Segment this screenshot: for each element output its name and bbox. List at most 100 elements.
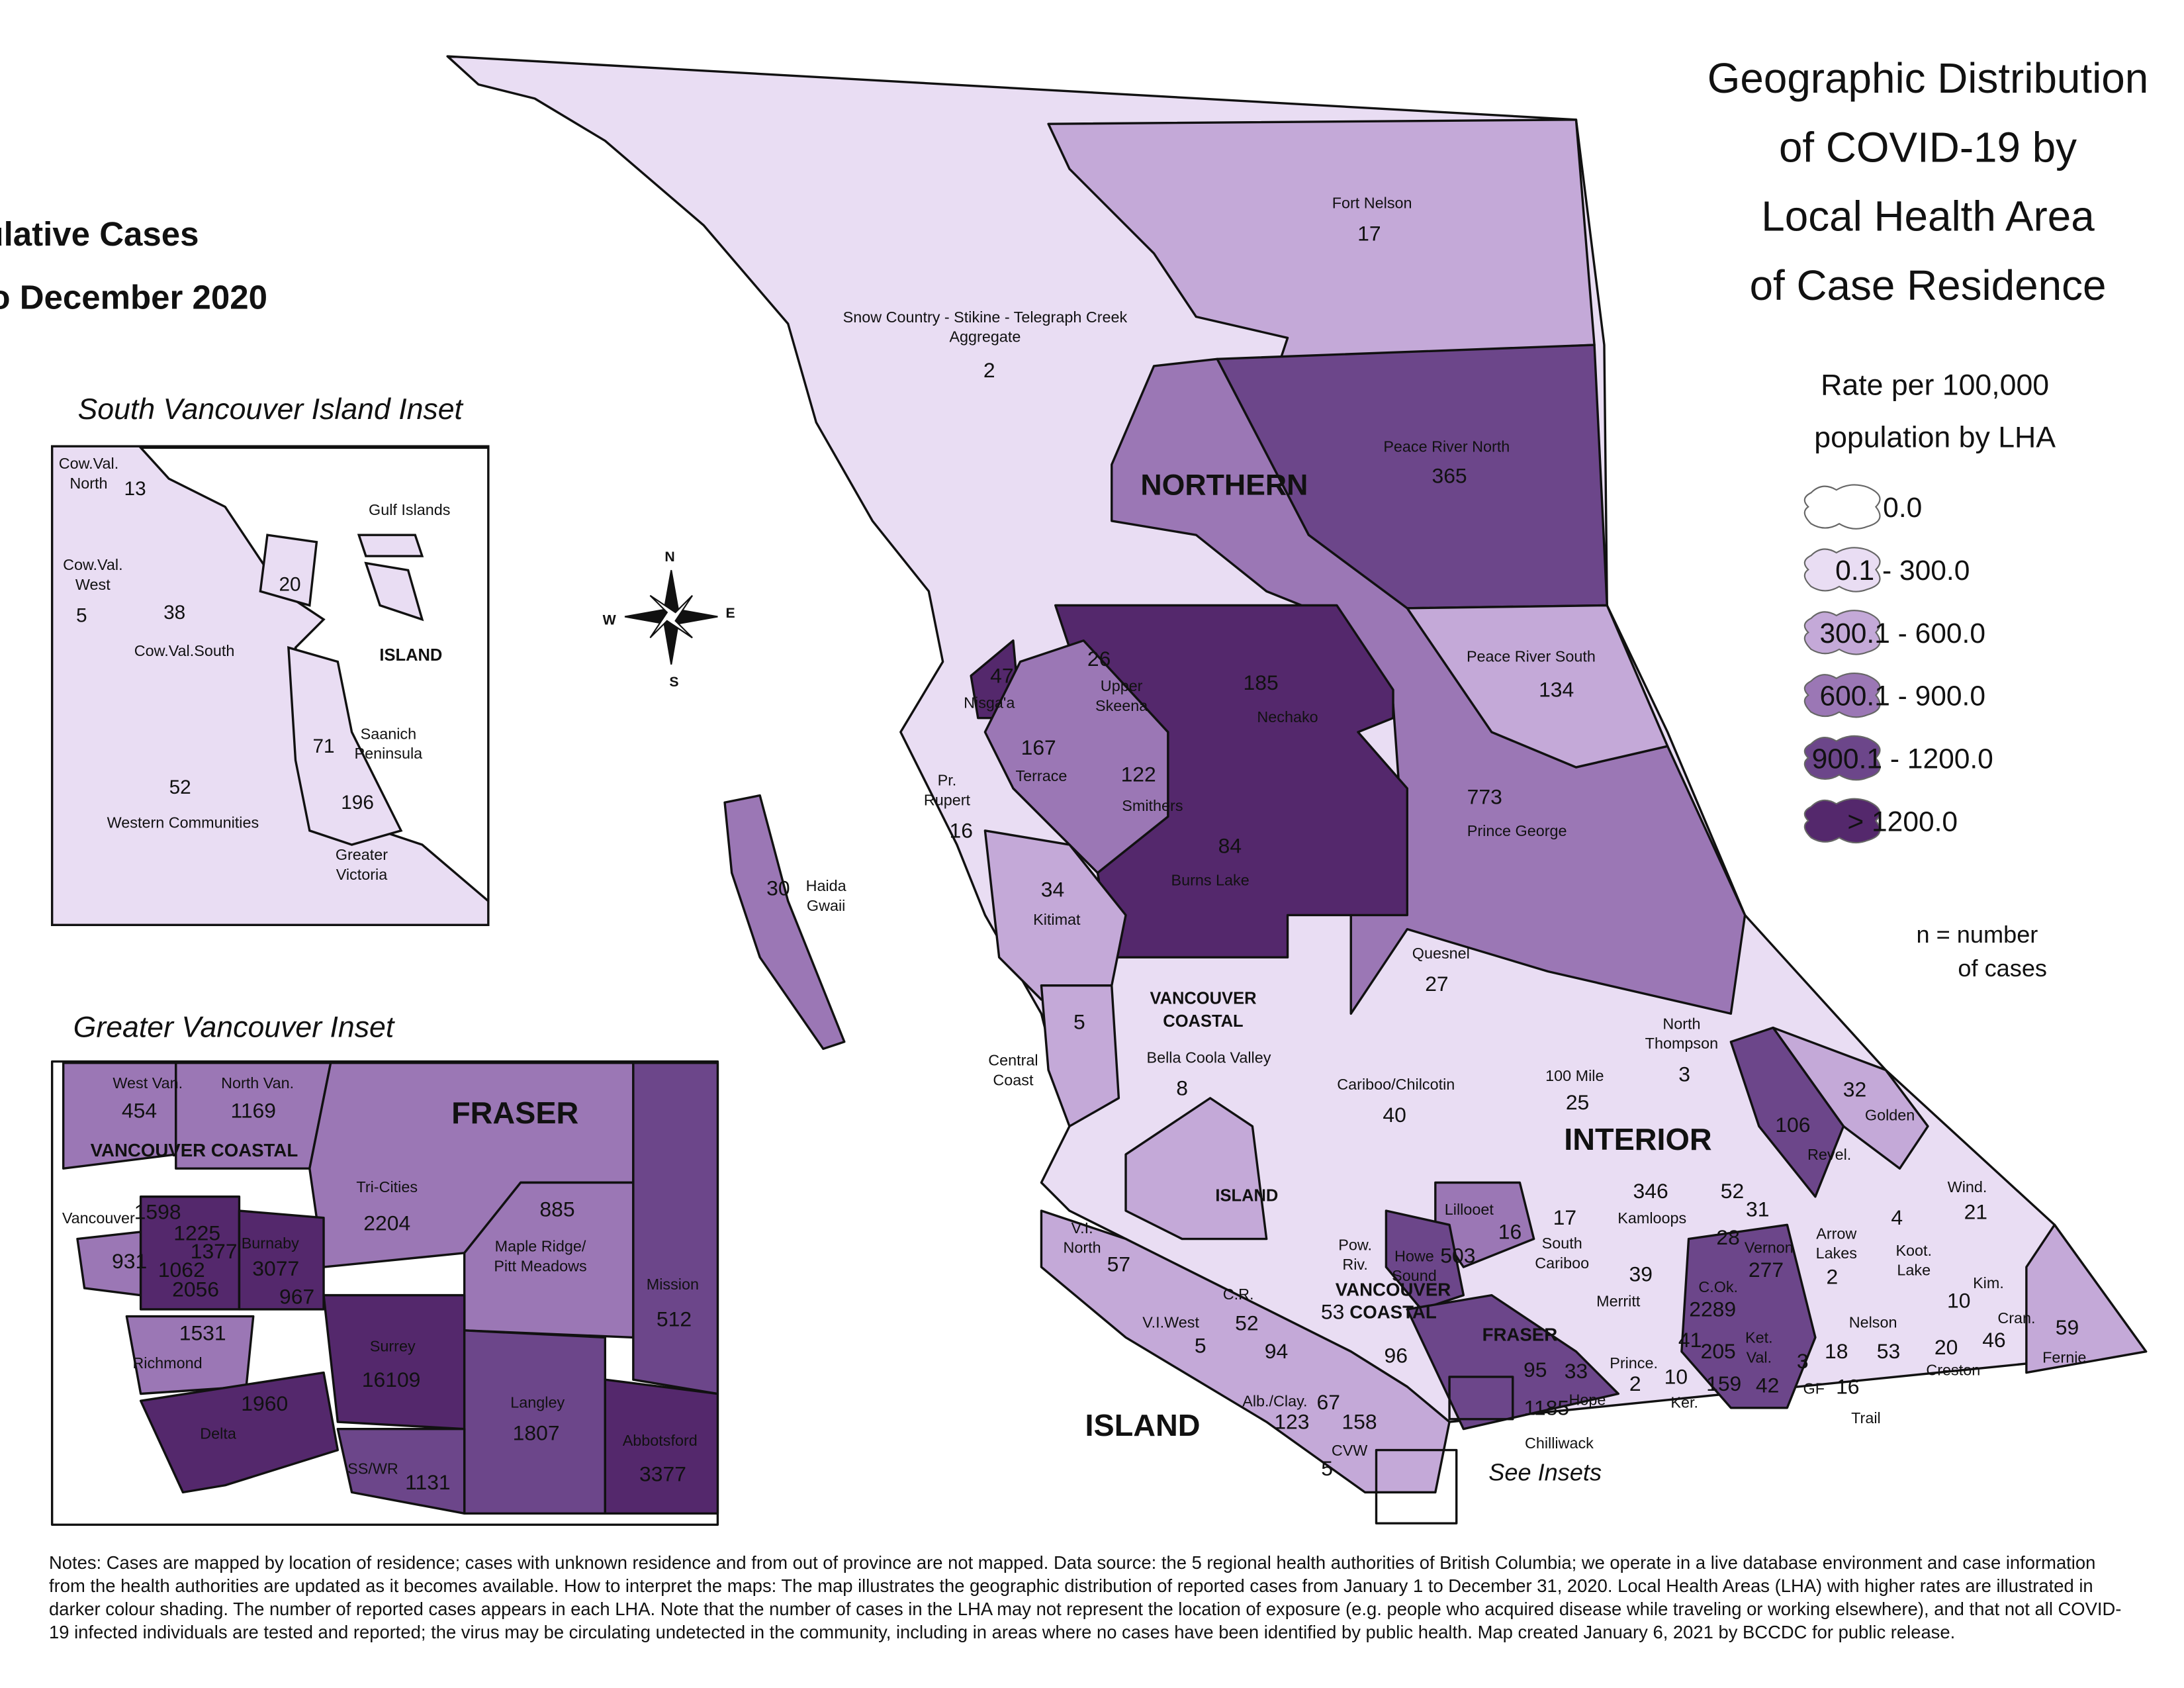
area-shape (983, 639, 1169, 874)
area-name: Cow.Val. (63, 556, 123, 573)
area-name: Rupert (924, 791, 971, 808)
area-name: Richmond (132, 1354, 202, 1372)
area-name: Thompson (1645, 1035, 1718, 1052)
legend-swatch (1803, 735, 1881, 781)
area-name: Kamloops (1617, 1209, 1686, 1227)
title: of COVID-19 by (1779, 123, 2077, 171)
case-count: 96 (1385, 1344, 1408, 1368)
case-count: 185 (1244, 671, 1279, 694)
region-label: COASTAL (1163, 1012, 1243, 1031)
area-name: Golden (1865, 1107, 1915, 1124)
case-count: 346 (1633, 1179, 1668, 1203)
area-name: Ket. (1745, 1329, 1773, 1346)
case-count: 67 (1316, 1390, 1340, 1414)
case-count: 30 (766, 876, 790, 900)
case-count: 95 (1524, 1358, 1547, 1382)
case-count: 42 (1756, 1373, 1779, 1397)
region-label: FRASER (1482, 1325, 1558, 1345)
area-name: Peace River North (1383, 438, 1510, 455)
area-name: Surrey (370, 1337, 416, 1354)
legend-label: 600.1 - 900.0 (1819, 680, 1985, 712)
case-count: 1131 (405, 1470, 451, 1494)
case-count: 205 (1701, 1339, 1736, 1363)
inset-frame (1375, 1448, 1458, 1524)
case-count: 5 (1195, 1334, 1206, 1358)
area-name: C.R. (1223, 1286, 1254, 1303)
area-name: GF (1803, 1380, 1825, 1397)
case-count: 16109 (362, 1368, 421, 1391)
case-count: 2056 (172, 1278, 219, 1301)
subtitle: Cumulative Cases (0, 215, 199, 253)
area-name: North (1662, 1015, 1700, 1032)
case-count: 512 (657, 1307, 692, 1331)
area-shape (1040, 1209, 1451, 1494)
area-name: Terrace (1015, 767, 1067, 784)
case-count: 1807 (513, 1421, 560, 1445)
area-name: Peace River South (1467, 647, 1596, 665)
case-count: 2 (1629, 1372, 1641, 1395)
case-count: 3 (1678, 1062, 1690, 1086)
case-count: 134 (1539, 678, 1574, 702)
area-shape (322, 1293, 466, 1430)
case-count: 17 (1357, 222, 1381, 246)
case-count: 20 (279, 574, 300, 596)
region-label: ISLAND (1215, 1186, 1278, 1205)
legend-note: of cases (1958, 955, 2047, 982)
case-count: 21 (1964, 1200, 1987, 1224)
case-count: 167 (1021, 735, 1056, 759)
area-shape (632, 1062, 719, 1395)
region-label: INTERIOR (1564, 1122, 1711, 1156)
island-shape (259, 534, 318, 607)
case-count: 59 (2056, 1315, 2079, 1339)
title: Geographic Distribution (1707, 54, 2148, 102)
area-name: Alb./Clay. (1242, 1392, 1307, 1409)
case-count: 57 (1107, 1252, 1130, 1276)
area-name: Snow Country - Stikine - Telegraph Creek (843, 308, 1128, 326)
title: of Case Residence (1750, 261, 2107, 309)
area-shape (139, 1371, 340, 1494)
legend-title: population by LHA (1814, 421, 2056, 453)
case-count: 52 (169, 776, 191, 798)
area-shape (1040, 984, 1120, 1128)
area-shape (2025, 1223, 2148, 1374)
legend-swatch (1803, 672, 1881, 718)
area-shape (336, 1427, 466, 1515)
area-name: North Van. (221, 1074, 294, 1092)
case-count: 454 (122, 1099, 157, 1123)
case-count: 931 (112, 1249, 147, 1273)
case-count: 39 (1629, 1262, 1653, 1286)
south-island-inset (50, 445, 490, 926)
labels: Geographic Distribution of COVID-19 by Loc… (0, 54, 2148, 1494)
area-name: Delta (200, 1425, 236, 1442)
area-name: Gulf Islands (369, 501, 450, 518)
area-name: Chilliwack (1525, 1434, 1594, 1452)
area-name: Prince. (1610, 1354, 1658, 1372)
region-label: VANCOUVER COASTAL (91, 1140, 298, 1160)
area-name: Wind. (1948, 1178, 1987, 1196)
area-name: Langley (510, 1394, 565, 1411)
legend-swatch (1803, 547, 1881, 592)
compass-star (649, 594, 694, 639)
area-shape (1406, 1293, 1619, 1430)
case-count: 1225 (173, 1221, 220, 1245)
area-name: Pr. (938, 772, 957, 789)
case-count: 53 (1321, 1300, 1344, 1324)
case-count: 8 (1176, 1076, 1188, 1100)
area-name: Ker. (1670, 1394, 1698, 1411)
area-name: Lakes (1816, 1244, 1857, 1262)
area-name: Koot. (1895, 1242, 1932, 1259)
area-name: Western Communities (107, 814, 259, 831)
region-label: VANCOUVER (1336, 1280, 1451, 1300)
area-shape (1680, 1223, 1817, 1409)
area-name: Skeena (1095, 697, 1148, 714)
area-name: Cariboo (1535, 1254, 1589, 1272)
area-name: Maple Ridge/ (495, 1237, 586, 1254)
region-label: VANCOUVER (1150, 990, 1256, 1008)
area-name: Revel. (1807, 1146, 1851, 1163)
area-shape (1406, 604, 1669, 769)
compass-letter: E (725, 605, 735, 621)
area-name: Mission (647, 1276, 699, 1293)
case-count: 27 (1425, 972, 1448, 996)
area-name: Vancouver (62, 1209, 135, 1227)
